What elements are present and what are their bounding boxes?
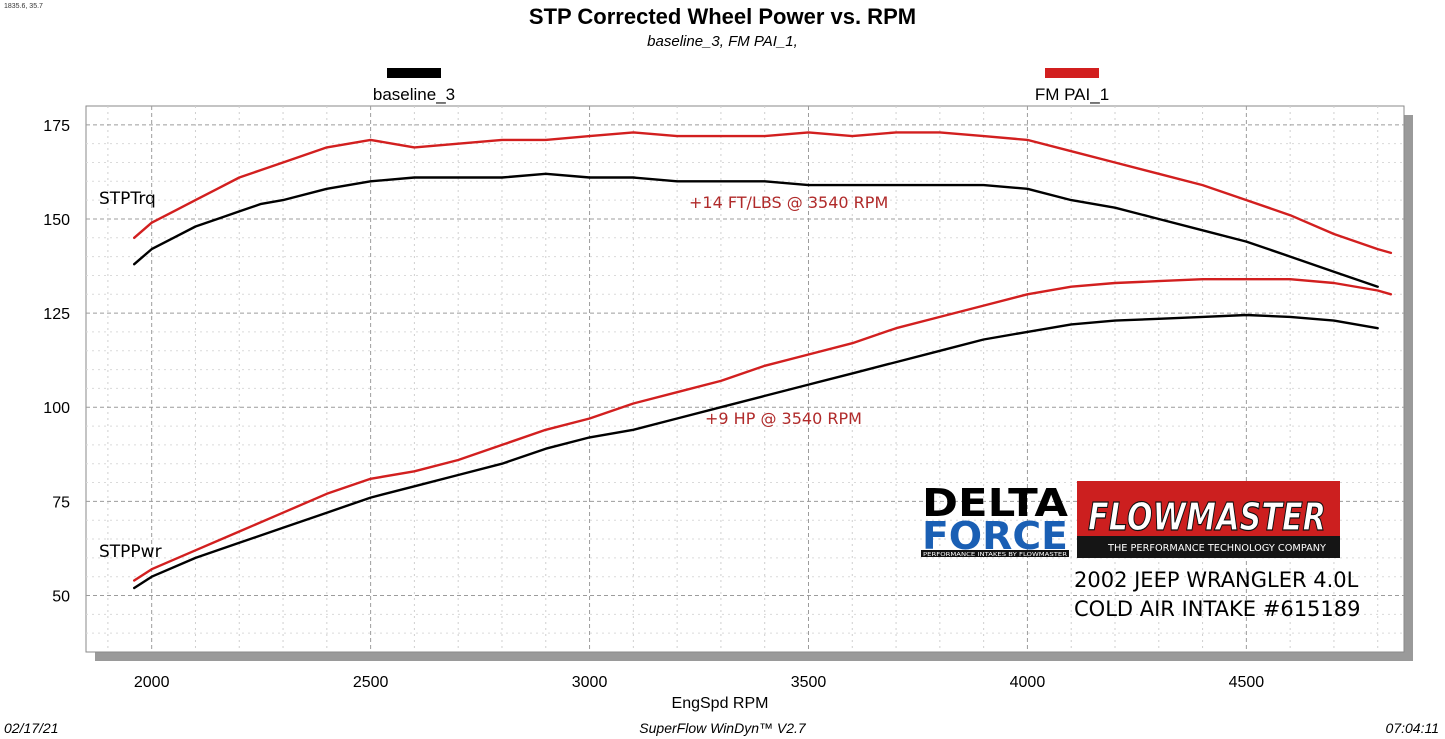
x-axis-ticks: 2000 2500 3000 3500 4000 4500 bbox=[134, 674, 1264, 691]
footer-date: 02/17/21 bbox=[4, 720, 59, 736]
y-tick-label: 125 bbox=[43, 306, 70, 323]
x-tick-label: 4000 bbox=[1010, 674, 1046, 691]
legend-swatch-baseline bbox=[387, 68, 441, 78]
torque-gain-annotation: +14 FT/LBS @ 3540 RPM bbox=[689, 193, 888, 212]
y-tick-label: 50 bbox=[52, 589, 70, 606]
footer-time: 07:04:11 bbox=[1385, 720, 1439, 736]
x-tick-label: 3000 bbox=[572, 674, 608, 691]
flowmaster-logo: FLOWMASTER THE PERFORMANCE TECHNOLOGY CO… bbox=[1077, 481, 1340, 558]
y-axis-ticks: 50 75 100 125 150 175 bbox=[43, 118, 70, 606]
legend-label-baseline: baseline_3 bbox=[373, 85, 455, 104]
x-tick-label: 2000 bbox=[134, 674, 170, 691]
series-lines bbox=[132, 131, 1393, 590]
y-tick-label: 100 bbox=[43, 400, 70, 417]
x-tick-label: 4500 bbox=[1229, 674, 1265, 691]
series-line-baseline-3-stppwr bbox=[132, 313, 1379, 590]
y-tick-label: 150 bbox=[43, 212, 70, 229]
chart-title: STP Corrected Wheel Power vs. RPM bbox=[528, 4, 917, 29]
cursor-readout: 1835.6, 35.7 bbox=[4, 3, 43, 10]
legend-swatch-fm-pai bbox=[1045, 68, 1099, 78]
curve-label-power: STPPwr bbox=[99, 542, 162, 562]
x-tick-label: 2500 bbox=[353, 674, 389, 691]
flowmaster-logo-name: FLOWMASTER bbox=[1088, 495, 1326, 539]
vehicle-caption: 2002 JEEP WRANGLER 4.0L bbox=[1074, 568, 1359, 592]
x-axis-label: EngSpd RPM bbox=[672, 695, 769, 712]
y-tick-label: 175 bbox=[43, 118, 70, 135]
curve-label-torque: STPTrq bbox=[99, 189, 156, 209]
product-caption: COLD AIR INTAKE #615189 bbox=[1074, 597, 1361, 621]
series-line-fm-pai-1-stptrq bbox=[132, 131, 1393, 255]
series-line-fm-pai-1-stppwr bbox=[132, 278, 1393, 582]
delta-force-tagline: PERFORMANCE INTAKES BY FLOWMASTER bbox=[923, 552, 1067, 558]
footer-software: SuperFlow WinDyn™ V2.7 bbox=[639, 720, 806, 736]
plot-area bbox=[85, 105, 1405, 653]
series-line-baseline-3-stptrq bbox=[132, 172, 1379, 288]
chart-subtitle: baseline_3, FM PAI_1, bbox=[647, 33, 798, 50]
flowmaster-tagline-bar bbox=[1077, 536, 1340, 558]
legend-label-fm-pai: FM PAI_1 bbox=[1035, 85, 1109, 104]
flowmaster-tagline: THE PERFORMANCE TECHNOLOGY COMPANY bbox=[1107, 543, 1326, 554]
x-tick-label: 3500 bbox=[791, 674, 827, 691]
y-tick-label: 75 bbox=[52, 494, 70, 511]
delta-force-logo-line1: DELTA bbox=[922, 481, 1069, 525]
delta-force-logo: DELTA FORCE PERFORMANCE INTAKES BY FLOWM… bbox=[921, 481, 1069, 558]
delta-force-tagline-bar bbox=[921, 550, 1069, 557]
power-gain-annotation: +9 HP @ 3540 RPM bbox=[705, 409, 862, 428]
